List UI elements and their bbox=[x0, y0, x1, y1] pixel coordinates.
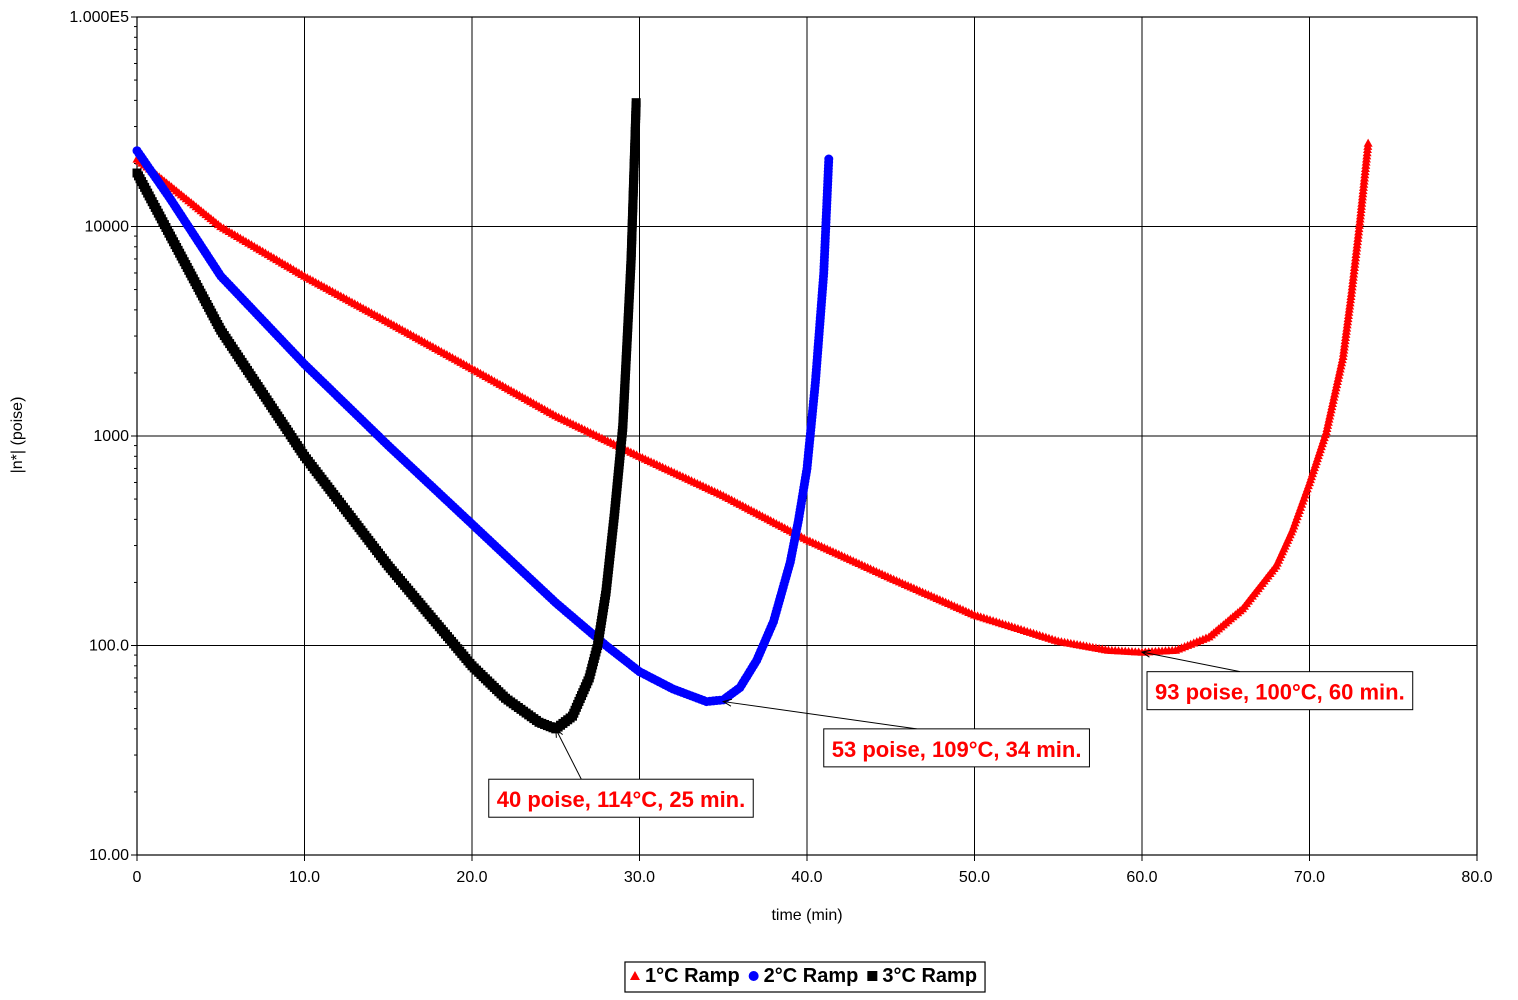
legend-label: 1°C Ramp bbox=[645, 965, 740, 987]
y-tick-label: 10000 bbox=[85, 219, 130, 236]
series-2-point bbox=[824, 154, 834, 164]
y-axis-label: |n*| (poise) bbox=[9, 397, 26, 474]
annotation-1: 93 poise, 100°C, 60 min. bbox=[1140, 649, 1414, 711]
annotation-3: 40 poise, 114°C, 25 min. bbox=[488, 727, 754, 818]
y-tick-label: 1.000E5 bbox=[69, 9, 129, 26]
annotation-box bbox=[823, 728, 1090, 768]
x-tick-label: 70.0 bbox=[1294, 869, 1325, 886]
x-tick-label: 50.0 bbox=[959, 869, 990, 886]
x-tick-label: 80.0 bbox=[1461, 869, 1492, 886]
annotation-leader bbox=[1141, 651, 1241, 673]
annotation-arrowhead bbox=[555, 727, 563, 738]
legend-item: 2°C Ramp bbox=[748, 965, 859, 987]
y-axis-ticks: 10.00 100.0 1000 10000 1.000E5 bbox=[69, 9, 137, 864]
y-tick-label: 10.00 bbox=[89, 847, 129, 864]
annotation-2: 53 poise, 109°C, 34 min. bbox=[721, 698, 1090, 768]
annotation-box bbox=[1146, 671, 1414, 711]
legend-marker bbox=[748, 971, 759, 981]
series-3 bbox=[132, 98, 641, 734]
x-tick-label: 40.0 bbox=[791, 869, 822, 886]
x-tick-label: 30.0 bbox=[624, 869, 655, 886]
annotation-text: 53 poise, 109°C, 34 min. bbox=[832, 737, 1082, 762]
legend-marker bbox=[629, 971, 640, 980]
x-tick-label: 20.0 bbox=[456, 869, 487, 886]
legend-item: 3°C Ramp bbox=[867, 965, 977, 987]
x-tick-label: 0 bbox=[133, 869, 142, 886]
series-1-point bbox=[1363, 138, 1373, 147]
annotation-arrowhead bbox=[721, 698, 733, 707]
legend-item: 1°C Ramp bbox=[629, 965, 740, 987]
annotation-text: 40 poise, 114°C, 25 min. bbox=[497, 787, 745, 812]
y-tick-label: 100.0 bbox=[89, 638, 129, 655]
series-layer bbox=[132, 98, 1373, 734]
x-tick-label: 10.0 bbox=[289, 869, 320, 886]
legend-marker bbox=[867, 971, 878, 981]
y-tick-label: 1000 bbox=[93, 428, 129, 445]
legend-label: 3°C Ramp bbox=[882, 965, 977, 987]
x-axis-ticks: 0 10.0 20.0 30.0 40.0 50.0 60.0 70.0 80.0 bbox=[133, 855, 1493, 886]
annotation-box bbox=[488, 778, 754, 818]
x-tick-label: 60.0 bbox=[1126, 869, 1157, 886]
series-1 bbox=[132, 138, 1373, 656]
legend-box bbox=[624, 961, 986, 993]
series-3-point bbox=[631, 98, 641, 108]
x-axis-label: time (min) bbox=[771, 907, 842, 924]
annotation-text: 93 poise, 100°C, 60 min. bbox=[1155, 680, 1405, 705]
annotation-arrowhead bbox=[1140, 649, 1151, 658]
legend: 1°C Ramp 2°C Ramp 3°C Ramp bbox=[624, 961, 986, 993]
annotations: 93 poise, 100°C, 60 min. 53 poise, 109°C,… bbox=[488, 649, 1414, 818]
legend-label: 2°C Ramp bbox=[764, 965, 859, 987]
series-2 bbox=[132, 146, 834, 707]
annotation-leader bbox=[555, 728, 582, 780]
annotation-leader bbox=[723, 701, 917, 730]
